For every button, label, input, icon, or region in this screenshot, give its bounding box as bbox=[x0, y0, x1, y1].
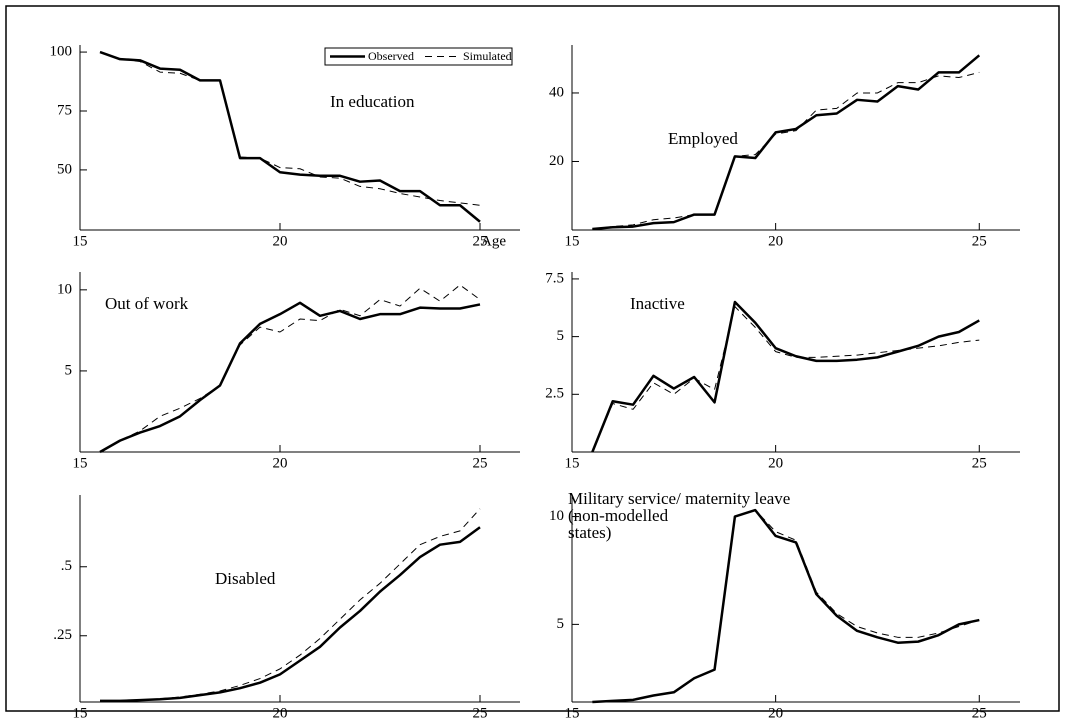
series-line bbox=[592, 71, 980, 230]
panel-title: Inactive bbox=[630, 294, 685, 313]
x-tick-label: 15 bbox=[73, 233, 88, 249]
x-tick-label: 20 bbox=[273, 705, 288, 718]
legend-label: Simulated bbox=[463, 49, 512, 63]
y-tick-label: 40 bbox=[549, 84, 564, 100]
panel-title: states) bbox=[568, 523, 611, 542]
x-tick-label: 15 bbox=[73, 455, 88, 471]
x-tick-label: 15 bbox=[565, 705, 580, 718]
x-tick-label: 20 bbox=[273, 455, 288, 471]
x-tick-label: 25 bbox=[473, 233, 488, 249]
y-tick-label: .25 bbox=[53, 627, 72, 643]
y-tick-label: 5 bbox=[557, 328, 565, 344]
y-tick-label: 2.5 bbox=[545, 386, 564, 402]
series-line bbox=[592, 509, 980, 703]
y-tick-label: 5 bbox=[557, 616, 565, 632]
series-line bbox=[591, 306, 980, 453]
panel-title: (non-modelled bbox=[568, 506, 669, 525]
x-tick-label: 20 bbox=[768, 455, 783, 471]
x-tick-label: 25 bbox=[972, 233, 987, 249]
legend-label: Observed bbox=[368, 49, 414, 63]
x-tick-label: 15 bbox=[73, 705, 88, 718]
y-tick-label: 10 bbox=[549, 508, 564, 524]
series-line bbox=[100, 508, 481, 702]
y-tick-label: 5 bbox=[65, 362, 73, 378]
y-tick-label: 20 bbox=[549, 153, 564, 169]
x-tick-label: 15 bbox=[565, 233, 580, 249]
series-line bbox=[592, 54, 981, 231]
series-line bbox=[99, 50, 481, 223]
x-tick-label: 25 bbox=[473, 705, 488, 718]
y-tick-label: 100 bbox=[50, 44, 73, 60]
x-tick-label: 20 bbox=[273, 233, 288, 249]
panel-title: Out of work bbox=[105, 294, 189, 313]
series-line bbox=[100, 526, 481, 703]
legend-box bbox=[324, 47, 513, 66]
y-tick-label: 10 bbox=[57, 281, 72, 297]
x-tick-label: 25 bbox=[473, 455, 488, 471]
y-tick-label: 50 bbox=[57, 161, 72, 177]
panel-title: Disabled bbox=[215, 569, 276, 588]
x-tick-label: 20 bbox=[768, 233, 783, 249]
y-tick-label: 7.5 bbox=[545, 270, 564, 286]
x-tick-label: 20 bbox=[768, 705, 783, 718]
series-line bbox=[99, 284, 481, 453]
y-tick-label: .5 bbox=[61, 558, 72, 574]
x-tick-label: 15 bbox=[565, 455, 580, 471]
frame bbox=[5, 5, 1060, 712]
y-tick-label: 75 bbox=[57, 102, 72, 118]
series-line bbox=[591, 300, 980, 453]
x-axis-label: Age bbox=[481, 233, 506, 249]
x-tick-label: 25 bbox=[972, 705, 987, 718]
panel-title: Military service/ maternity leave bbox=[568, 489, 790, 508]
series-line bbox=[99, 51, 481, 206]
panel-title: In education bbox=[330, 92, 415, 111]
x-tick-label: 25 bbox=[972, 455, 987, 471]
series-line bbox=[99, 301, 481, 454]
panel-title: Employed bbox=[668, 129, 738, 148]
